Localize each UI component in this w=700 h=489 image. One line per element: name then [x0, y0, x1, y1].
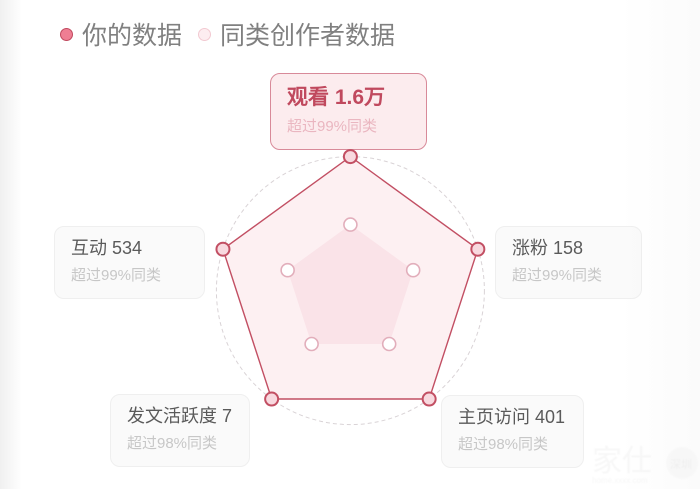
svg-text:深圳: 深圳 — [670, 458, 692, 471]
svg-text:家仕: 家仕 — [592, 445, 652, 478]
svg-text:home.xxxx.com: home.xxxx.com — [592, 476, 648, 485]
